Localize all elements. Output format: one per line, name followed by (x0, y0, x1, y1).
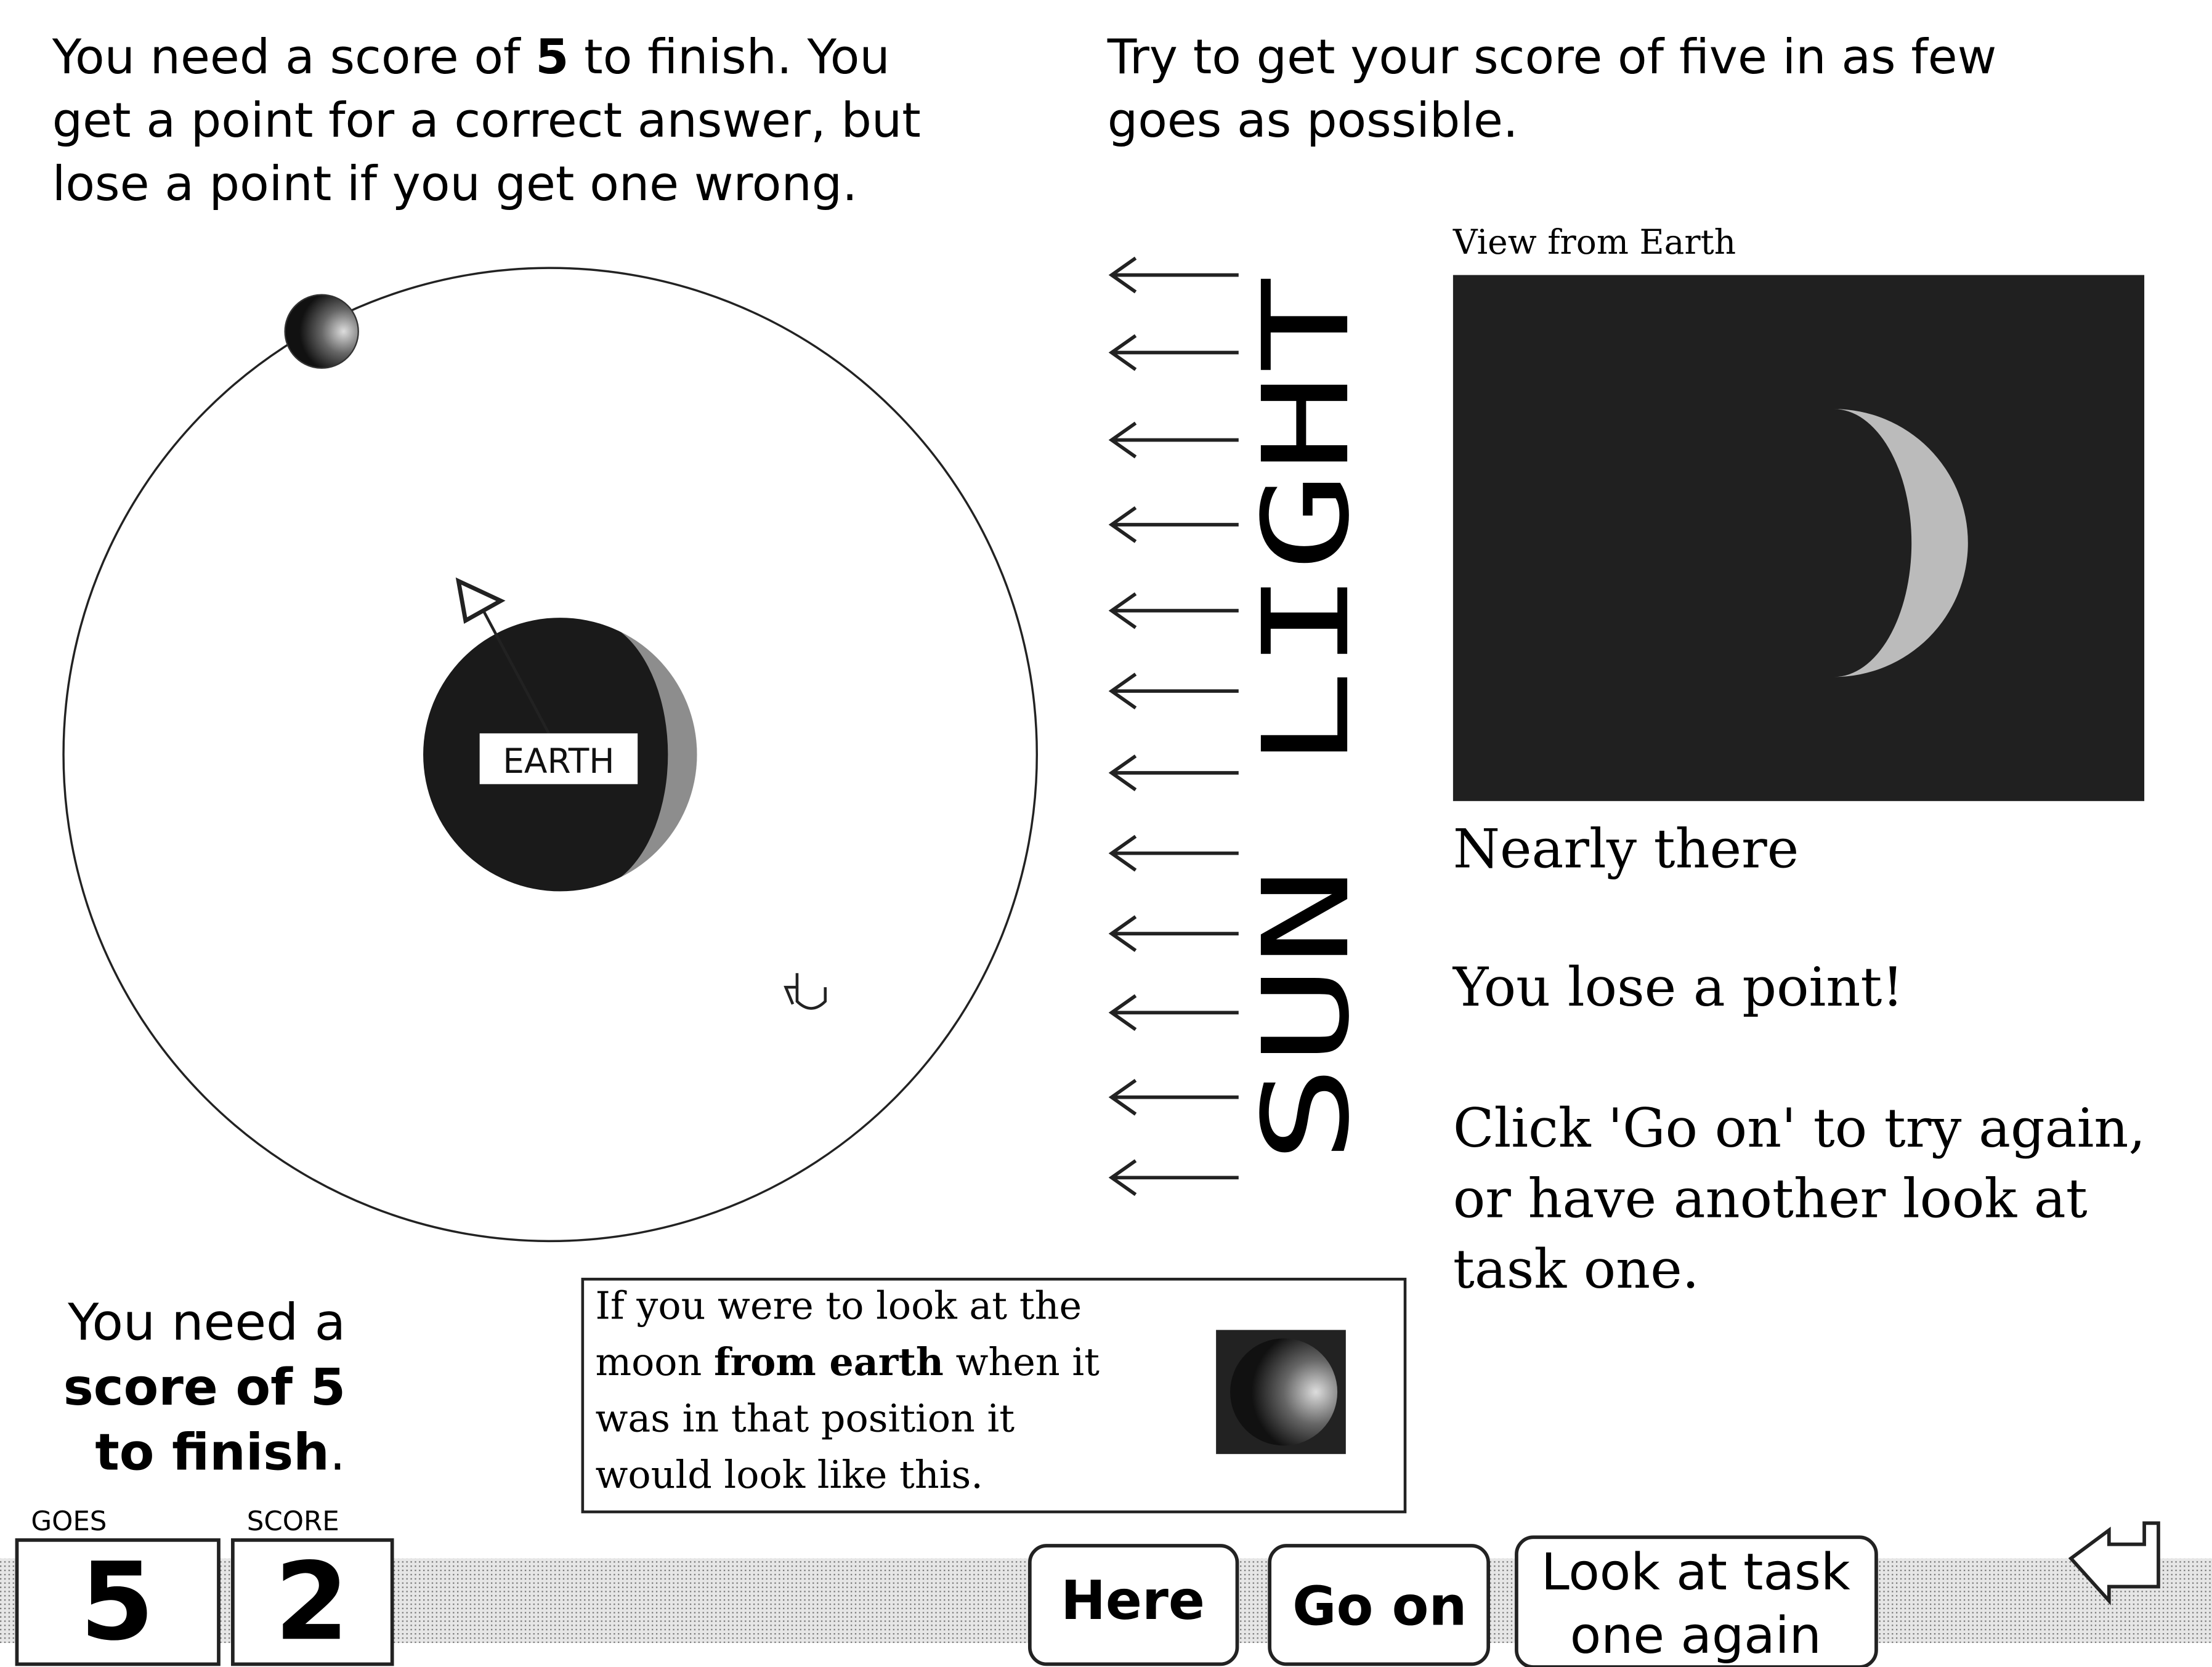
intro-left-line-part: 5 (535, 30, 569, 85)
goes-label: GOES (31, 1506, 107, 1537)
sunlight-arrow (1108, 672, 1239, 710)
sunlight-arrow (1108, 506, 1239, 543)
return-icon[interactable] (2068, 1521, 2160, 1605)
info-line-part: would look like this. (595, 1453, 982, 1497)
reminder-line-part: You need a (67, 1293, 346, 1352)
intro-left-line: get a point for a correct answer, but (52, 93, 921, 148)
reminder-line-part: . (330, 1423, 346, 1482)
sunlight-arrow (1108, 994, 1239, 1031)
goes-box (15, 1538, 221, 1666)
feedback-result: You lose a point! (1452, 956, 1903, 1019)
sunlight-arrow (1108, 1078, 1239, 1116)
orbit (62, 267, 1038, 1243)
pointer-line (478, 603, 562, 756)
sunlight-arrow (1108, 592, 1239, 629)
sunlight-arrow (1108, 256, 1239, 294)
view-panel (1452, 275, 2145, 801)
score-box (231, 1538, 394, 1666)
info-line-part: was in that position it (595, 1397, 1015, 1441)
intro-right-line: goes as possible. (1108, 93, 1518, 148)
view-moon (1834, 409, 1968, 677)
feedback-instruction: task one. (1453, 1238, 1699, 1301)
intro-right-line: Try to get your score of five in as few (1107, 30, 1997, 85)
go-on-button[interactable] (1268, 1544, 1491, 1666)
reminder-line: to finish. (95, 1423, 346, 1482)
reminder-line-part: score of 5 (63, 1358, 346, 1417)
info-line: was in that position it (595, 1397, 1015, 1441)
intro-left-line-part: You need a score of (52, 30, 536, 85)
info-line-part: moon (595, 1340, 714, 1384)
intro-left-line: You need a score of 5 to finish. You (52, 30, 890, 85)
info-line-part: If you were to look at the (595, 1283, 1082, 1328)
intro-left-line-part: get a point for a correct answer, but (52, 93, 921, 148)
sunlight-label: SUN LIGHT (1238, 275, 1375, 1164)
score-label: SCORE (247, 1506, 339, 1537)
pointer-arrow (455, 577, 506, 624)
earth-label: EARTH (503, 741, 614, 781)
feedback-instruction: Click 'Go on' to try again, (1453, 1097, 2145, 1160)
view-title: View from Earth (1452, 222, 1736, 262)
info-line-part: from earth (714, 1339, 944, 1384)
look-again-button-label[interactable]: one again (1570, 1606, 1821, 1665)
feedback-instruction: or have another look at (1453, 1167, 2088, 1230)
look-again-button-label[interactable]: Look at task (1541, 1543, 1850, 1602)
info-line: would look like this. (595, 1453, 982, 1497)
info-line: moon from earth when it (595, 1339, 1100, 1384)
reminder-line-part: to finish (95, 1423, 330, 1482)
goes-value: 5 (80, 1540, 155, 1665)
sunlight-arrow (1108, 1159, 1239, 1197)
info-line: If you were to look at the (595, 1283, 1082, 1328)
sunlight-arrow (1108, 915, 1239, 952)
sunlight-arrow (1108, 754, 1239, 791)
here-button-label[interactable]: Here (1061, 1569, 1205, 1632)
go-on-button-label[interactable]: Go on (1292, 1575, 1467, 1637)
earth-label-box (479, 733, 638, 785)
here-button[interactable] (1027, 1544, 1239, 1666)
reminder-line: score of 5 (63, 1358, 346, 1417)
intro-left-line: lose a point if you get one wrong. (52, 156, 857, 212)
info-thumb-moon (1230, 1338, 1338, 1446)
sunlight-arrow (1108, 334, 1239, 371)
sunlight-arrow (1108, 421, 1239, 459)
sunlight-arrow (1108, 834, 1239, 872)
intro-left-line-part: lose a point if you get one wrong. (52, 156, 857, 212)
reminder-line: You need a (67, 1293, 346, 1352)
feedback-status: Nearly there (1453, 817, 1799, 880)
intro-left-line-part: to finish. You (569, 30, 889, 85)
moon[interactable] (284, 294, 359, 369)
info-line-part: when it (944, 1340, 1100, 1384)
earth-lit-side (620, 632, 697, 878)
hand-cursor (784, 973, 827, 1010)
score-value: 2 (275, 1540, 349, 1665)
